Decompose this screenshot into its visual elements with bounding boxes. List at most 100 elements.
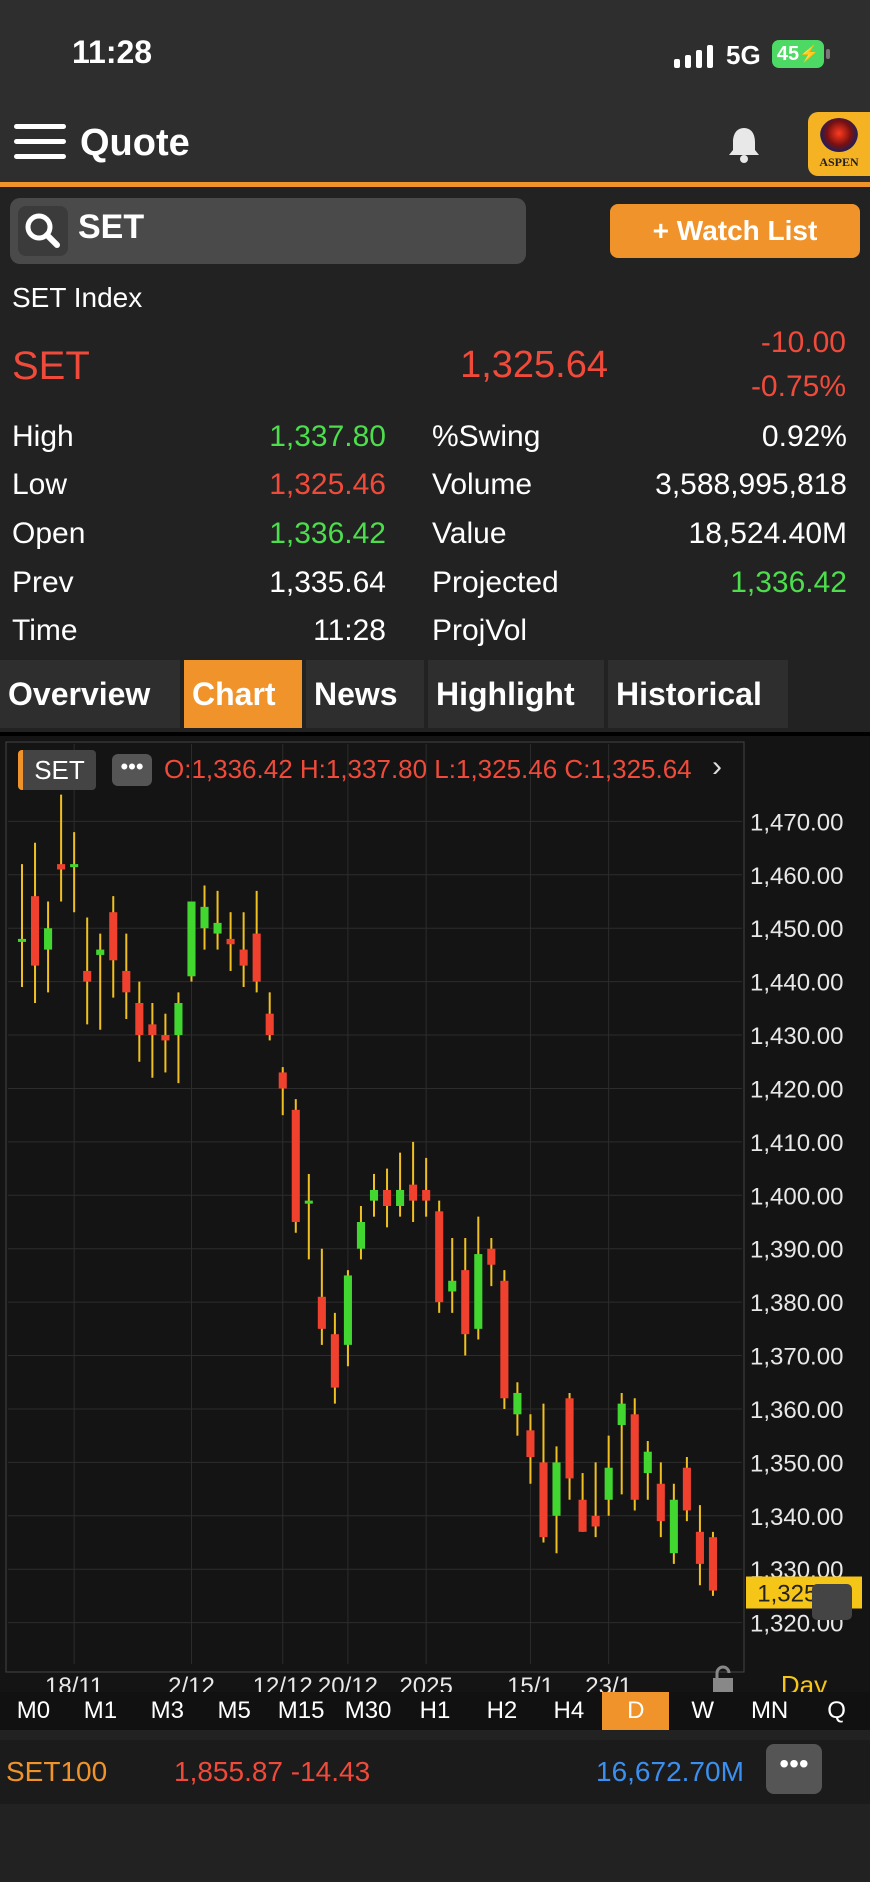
timeframe-m0[interactable]: M0 [16,1697,51,1724]
timeframe-m30[interactable]: M30 [344,1697,392,1724]
candle-body [57,864,66,870]
timeframe-m1[interactable]: M1 [83,1697,118,1724]
candle-body [643,1451,652,1474]
timeframe-w[interactable]: W [691,1697,714,1724]
candle-body [83,970,92,982]
candle-body [343,1275,352,1345]
stat-label: Prev [12,566,74,599]
candle-body [317,1296,326,1329]
y-tick-label: 1,410.00 [750,1130,843,1157]
candle-body [448,1280,457,1292]
y-tick-label: 1,430.00 [750,1023,843,1050]
stat-value: 1,337.80 [269,420,386,453]
timeframe-h1[interactable]: H1 [419,1697,451,1724]
add-watchlist-button[interactable]: + Watch List [610,204,860,258]
last-price: 1,325.64 [460,344,608,386]
candle-body [656,1483,665,1522]
battery-level: 45 [776,42,800,65]
tab-news[interactable]: News [306,660,424,728]
y-tick-label: 1,400.00 [750,1183,843,1210]
chart-more-icon[interactable]: ••• [112,754,152,786]
y-tick-label: 1,380.00 [750,1290,843,1317]
candle-body [513,1392,522,1415]
y-tick-label: 1,420.00 [750,1076,843,1103]
bottom-ticker[interactable]: SET100 1,855.87 -14.43 16,672.70M ••• [0,1740,870,1804]
symbol-full-name: SET Index [12,282,143,313]
app-bar: Quote ASPEN [0,110,870,182]
stat-row-low: Low 1,325.46 Volume 3,588,995,818 [0,468,870,508]
search-icon[interactable] [18,206,68,256]
y-tick-label: 1,460.00 [750,863,843,890]
ticker-price-change: 1,855.87 -14.43 [174,1756,371,1787]
price-change-percent: -0.75% [750,370,846,403]
candle-body [30,896,40,966]
page-title: Quote [80,122,190,164]
aspen-logo[interactable]: ASPEN [808,112,870,176]
stat-value: 1,336.42 [730,566,847,599]
stat-value: 11:28 [313,614,386,647]
stat-label: ProjVol [432,614,528,647]
tab-highlight[interactable]: Highlight [428,660,604,728]
price-change: -10.00 [760,326,846,359]
y-tick-label: 1,340.00 [750,1504,843,1531]
y-tick-label: 1,450.00 [750,916,843,943]
timeframe-bar: M0 M1 M3 M5 M15 M30 H1 H2 H4 D W MN Q [0,1692,870,1730]
stat-label: Value [432,517,507,550]
timeframe-mn[interactable]: MN [750,1697,789,1724]
stat-label: Volume [432,468,533,501]
timeframe-d[interactable]: D [602,1692,670,1730]
stat-row-open: Open 1,336.42 Value 18,524.40M [0,517,870,557]
chevron-right-icon[interactable]: › [712,750,722,783]
candle-body [174,1003,183,1036]
tab-chart[interactable]: Chart [184,660,302,728]
signal-icon [674,44,713,68]
search-box[interactable]: SET [10,198,526,264]
timeframe-m3[interactable]: M3 [150,1697,184,1724]
candle-body [122,970,131,993]
candle-body [578,1499,587,1532]
y-tick-label: 1,370.00 [750,1344,843,1371]
bell-icon[interactable] [726,124,762,164]
candle-body [304,1200,313,1204]
stat-row-time: Time 11:28 ProjVol [0,614,870,654]
ticker-more-icon[interactable]: ••• [766,1744,822,1794]
tab-overview[interactable]: Overview [0,660,180,728]
candle-body [135,1003,144,1036]
y-tick-label: 1,360.00 [750,1397,843,1424]
expand-icon [812,1584,852,1620]
timeframe-m5[interactable]: M5 [217,1697,251,1724]
stat-label: %Swing [432,420,541,453]
candle-body [565,1398,574,1479]
candle-body [226,938,235,945]
candle-body [591,1515,600,1527]
stat-value: 18,524.40M [688,517,847,550]
plot-frame [5,741,745,1673]
candle-body [265,1013,274,1036]
timeframe-h4[interactable]: H4 [553,1697,585,1724]
header-divider [0,182,870,187]
candle-body [487,1248,496,1265]
price-chart[interactable]: 1,470.00 1,460.00 1,450.00 1,440.00 1,430.00… [0,732,870,1700]
candle-body [369,1189,379,1201]
y-tick-label: 1,350.00 [750,1450,843,1477]
candlestick-chart[interactable]: 1,470.00 1,460.00 1,450.00 1,440.00 1,430.00… [0,736,870,1700]
candle-body [552,1462,561,1516]
search-input[interactable]: SET [78,208,145,246]
candle-body [526,1430,535,1458]
timeframe-q[interactable]: Q [827,1697,846,1724]
candle-body [682,1467,691,1511]
chart-symbol-badge[interactable]: SET [18,750,96,790]
timeframe-m15[interactable]: M15 [277,1697,325,1724]
candle-body [44,928,53,950]
stat-value: 0.92% [761,420,847,453]
menu-icon[interactable] [14,124,66,166]
timeframe-h2[interactable]: H2 [486,1697,518,1724]
candle-body [630,1414,639,1500]
status-time: 11:28 [72,34,153,70]
candle-body [356,1222,366,1249]
ticker-symbol[interactable]: SET100 [6,1756,108,1787]
ticker-value: 16,672.70M [596,1756,744,1787]
tab-historical[interactable]: Historical [608,660,788,728]
candle-body [461,1270,470,1335]
candle-body [17,938,27,942]
